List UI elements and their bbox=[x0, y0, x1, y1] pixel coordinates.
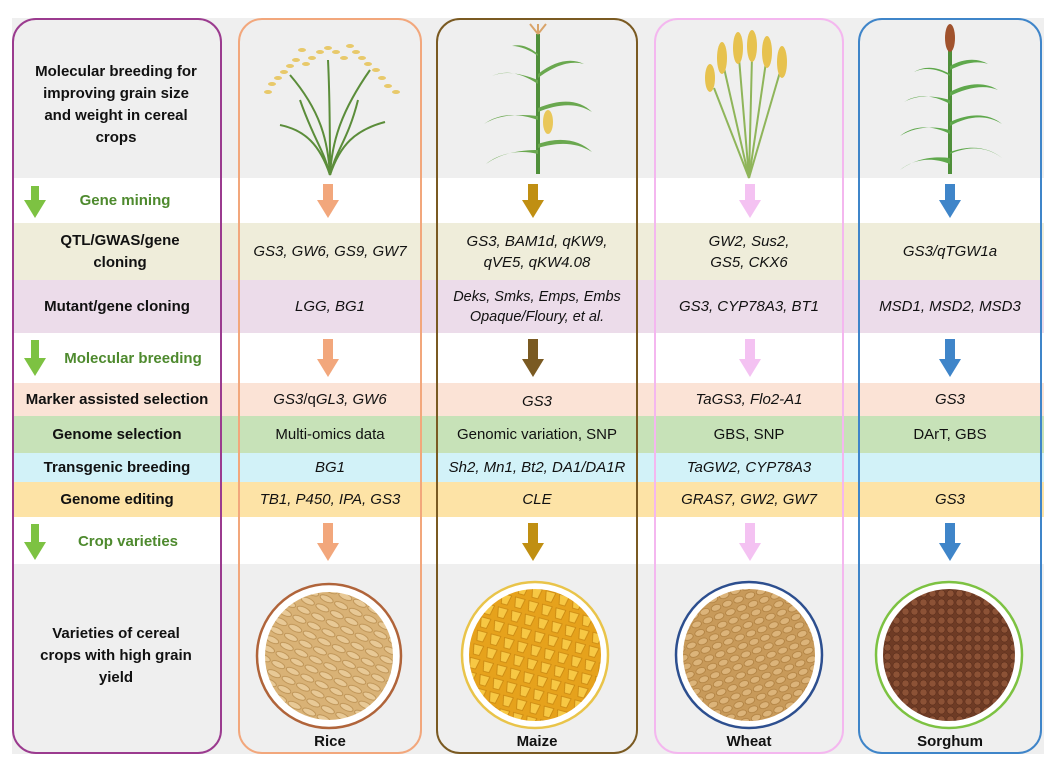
wheat-column-frame bbox=[654, 18, 844, 754]
rice-mas-part-b: /q bbox=[303, 391, 316, 408]
row-label-mas: Marker assisted selection bbox=[25, 391, 209, 408]
sorghum-mas-genes: GS3 bbox=[934, 391, 965, 408]
wheat-genome-selection: GBS, SNP bbox=[713, 426, 785, 443]
rice-mutant-genes: LGG, BG1 bbox=[294, 298, 366, 315]
maize-grain-plate bbox=[460, 580, 610, 730]
sorghum-qtl-genes: GS3/qTGW1a bbox=[902, 243, 998, 260]
sorghum-plant-illustration bbox=[900, 24, 1002, 174]
band-mutant bbox=[12, 280, 1044, 333]
wheat-grain-plate bbox=[674, 580, 824, 730]
sorghum-gene-mining-arrow bbox=[939, 184, 961, 218]
rice-mas-part-c: GL3, GW6 bbox=[315, 391, 387, 408]
crop-varieties-label: Crop varieties bbox=[77, 532, 179, 550]
maize-qtl-line-2: qVE5, qKW4.08 bbox=[483, 254, 591, 271]
rice-name-label: Rice bbox=[314, 732, 346, 750]
rice-gene-mining-arrow bbox=[317, 184, 339, 218]
sorghum-mutant-genes: MSD1, MSD2, MSD3 bbox=[879, 298, 1021, 315]
rice-genome-selection: Multi-omics data bbox=[275, 426, 385, 443]
maize-mutant-line-2: Opaque/Floury, et al. bbox=[469, 309, 605, 325]
sorghum-column-frame bbox=[858, 18, 1042, 754]
summary-title: Molecular breeding for improving grain s… bbox=[35, 63, 197, 146]
row-label-genome-editing: Genome editing bbox=[60, 491, 174, 508]
wheat-breeding-arrow bbox=[739, 339, 761, 377]
band-qtl bbox=[12, 223, 1044, 280]
wheat-qtl-line-1: GW2, Sus2, bbox=[708, 233, 790, 250]
maize-qtl-line-1: GS3, BAM1d, qKW9, bbox=[466, 233, 608, 250]
band-mas bbox=[12, 383, 1044, 416]
wheat-transgenic: TaGW2, CYP78A3 bbox=[686, 459, 812, 476]
summary-column-frame bbox=[12, 18, 222, 754]
wheat-plant-illustration bbox=[705, 30, 787, 179]
band-transgenic bbox=[12, 453, 1044, 482]
rice-plant-illustration bbox=[264, 44, 400, 176]
rice-varieties-arrow bbox=[317, 523, 339, 561]
wheat-mas-genes: TaGS3, Flo2-A1 bbox=[695, 391, 803, 408]
row-label-qtl: QTL/GWAS/gene cloning bbox=[60, 232, 180, 271]
rice-qtl-genes: GS3, GW6, GS9, GW7 bbox=[253, 243, 407, 260]
rice-breeding-arrow bbox=[317, 339, 339, 377]
maize-name-label: Maize bbox=[516, 732, 558, 750]
gene-mining-label: Gene mining bbox=[79, 191, 171, 209]
band-genome-selection bbox=[12, 416, 1044, 453]
wheat-gene-mining-arrow bbox=[739, 184, 761, 218]
row-label-mutant: Mutant/gene cloning bbox=[44, 298, 190, 315]
rice-column-frame bbox=[238, 18, 422, 754]
maize-mutant-line-1: Deks, Smks, Emps, Embs bbox=[453, 289, 621, 305]
rice-genome-editing: TB1, P450, IPA, GS3 bbox=[259, 491, 401, 508]
wheat-qtl-line-2: GS5, CKX6 bbox=[710, 254, 788, 271]
maize-genome-selection: Genomic variation, SNP bbox=[456, 426, 618, 443]
sorghum-genome-selection: DArT, GBS bbox=[913, 426, 987, 443]
rice-mas-part-a: GS3 bbox=[273, 391, 304, 408]
crop-varieties-arrow bbox=[24, 524, 46, 560]
sorghum-transgenic bbox=[860, 453, 1040, 482]
sorghum-name-label: Sorghum bbox=[917, 732, 983, 750]
sorghum-varieties-arrow bbox=[939, 523, 961, 561]
molecular-breeding-label: Molecular breeding bbox=[64, 349, 202, 367]
sorghum-breeding-arrow bbox=[939, 339, 961, 377]
rice-transgenic: BG1 bbox=[314, 459, 345, 476]
wheat-mutant-genes: GS3, CYP78A3, BT1 bbox=[678, 298, 820, 315]
row-label-genome-selection: Genome selection bbox=[52, 426, 182, 443]
maize-mutant-genes: Deks, Smks, Emps, Embs Opaque/Floury, et… bbox=[438, 282, 636, 332]
maize-mas-genes: GS3 bbox=[521, 393, 552, 410]
band-genome-editing bbox=[12, 482, 1044, 517]
maize-breeding-arrow bbox=[522, 339, 544, 377]
wheat-varieties-arrow bbox=[739, 523, 761, 561]
sorghum-genome-editing: GS3 bbox=[934, 491, 965, 508]
varieties-description: Varieties of cereal crops with high grai… bbox=[40, 625, 192, 686]
wheat-name-label: Wheat bbox=[726, 732, 772, 750]
rice-grain-plate bbox=[255, 582, 403, 730]
sorghum-grain-plate bbox=[874, 580, 1024, 730]
maize-varieties-arrow bbox=[522, 523, 544, 561]
molecular-breeding-arrow bbox=[24, 340, 46, 376]
maize-genome-editing: CLE bbox=[522, 491, 552, 508]
maize-transgenic: Sh2, Mn1, Bt2, DA1/DA1R bbox=[448, 459, 626, 476]
gene-mining-arrow bbox=[24, 186, 46, 218]
row-label-transgenic: Transgenic breeding bbox=[43, 459, 191, 476]
rice-mas-genes: GS3/q GL3, GW6 bbox=[240, 383, 420, 416]
maize-gene-mining-arrow bbox=[522, 184, 544, 218]
maize-qtl-genes: GS3, BAM1d, qKW9, qVE5, qKW4.08 bbox=[438, 225, 636, 279]
wheat-genome-editing: GRAS7, GW2, GW7 bbox=[681, 491, 817, 508]
wheat-qtl-genes: GW2, Sus2, GS5, CKX6 bbox=[656, 225, 842, 279]
maize-plant-illustration bbox=[484, 23, 592, 174]
maize-column-frame bbox=[436, 18, 638, 754]
